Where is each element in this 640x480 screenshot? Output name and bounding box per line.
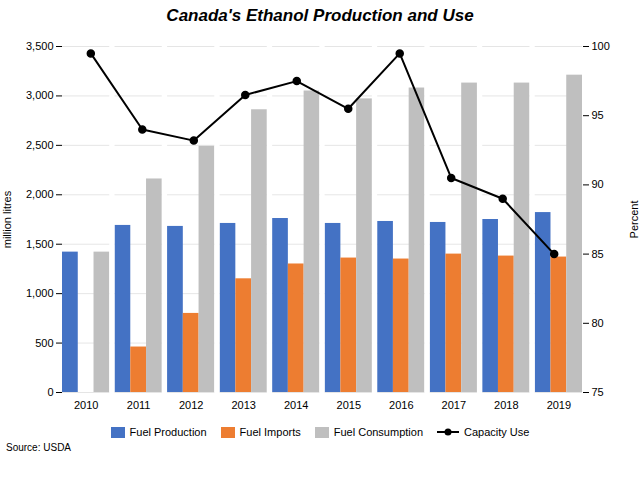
- html-text:Capacity Use: Capacity Use: [464, 426, 530, 438]
- svg-text:Percent: Percent: [628, 201, 640, 239]
- svg-text:2,500: 2,500: [26, 139, 54, 151]
- svg-text:95: 95: [592, 109, 604, 121]
- svg-text:1,000: 1,000: [26, 287, 54, 299]
- svg-text:2011: 2011: [127, 399, 151, 411]
- svg-text:90: 90: [592, 178, 604, 190]
- svg-text:2019: 2019: [547, 399, 571, 411]
- html-text:Fuel Production: Fuel Production: [129, 426, 207, 438]
- svg-text:3,000: 3,000: [26, 89, 54, 101]
- svg-text:100: 100: [592, 40, 610, 52]
- svg-text:3,500: 3,500: [26, 40, 54, 52]
- svg-text:2018: 2018: [494, 399, 518, 411]
- svg-text:80: 80: [592, 317, 604, 329]
- svg-text:2012: 2012: [179, 399, 203, 411]
- html-text:Canada's Ethanol Production an: Canada's Ethanol Production and Use: [166, 6, 474, 25]
- svg-text:75: 75: [592, 386, 604, 398]
- svg-text:2,000: 2,000: [26, 188, 54, 200]
- svg-text:1,500: 1,500: [26, 238, 54, 250]
- svg-text:500: 500: [35, 337, 53, 349]
- svg-text:2010: 2010: [74, 399, 98, 411]
- svg-text:2017: 2017: [442, 399, 466, 411]
- svg-text:2014: 2014: [284, 399, 308, 411]
- svg-text:2013: 2013: [231, 399, 255, 411]
- svg-text:85: 85: [592, 248, 604, 260]
- svg-text:2016: 2016: [389, 399, 413, 411]
- html-text:Fuel Consumption: Fuel Consumption: [333, 426, 423, 438]
- svg-text:0: 0: [47, 386, 53, 398]
- html-text:Fuel Imports: Fuel Imports: [239, 426, 301, 438]
- svg-text:million litres: million litres: [1, 190, 13, 248]
- svg-text:2015: 2015: [337, 399, 361, 411]
- html-text:Source: USDA: Source: USDA: [6, 442, 71, 453]
